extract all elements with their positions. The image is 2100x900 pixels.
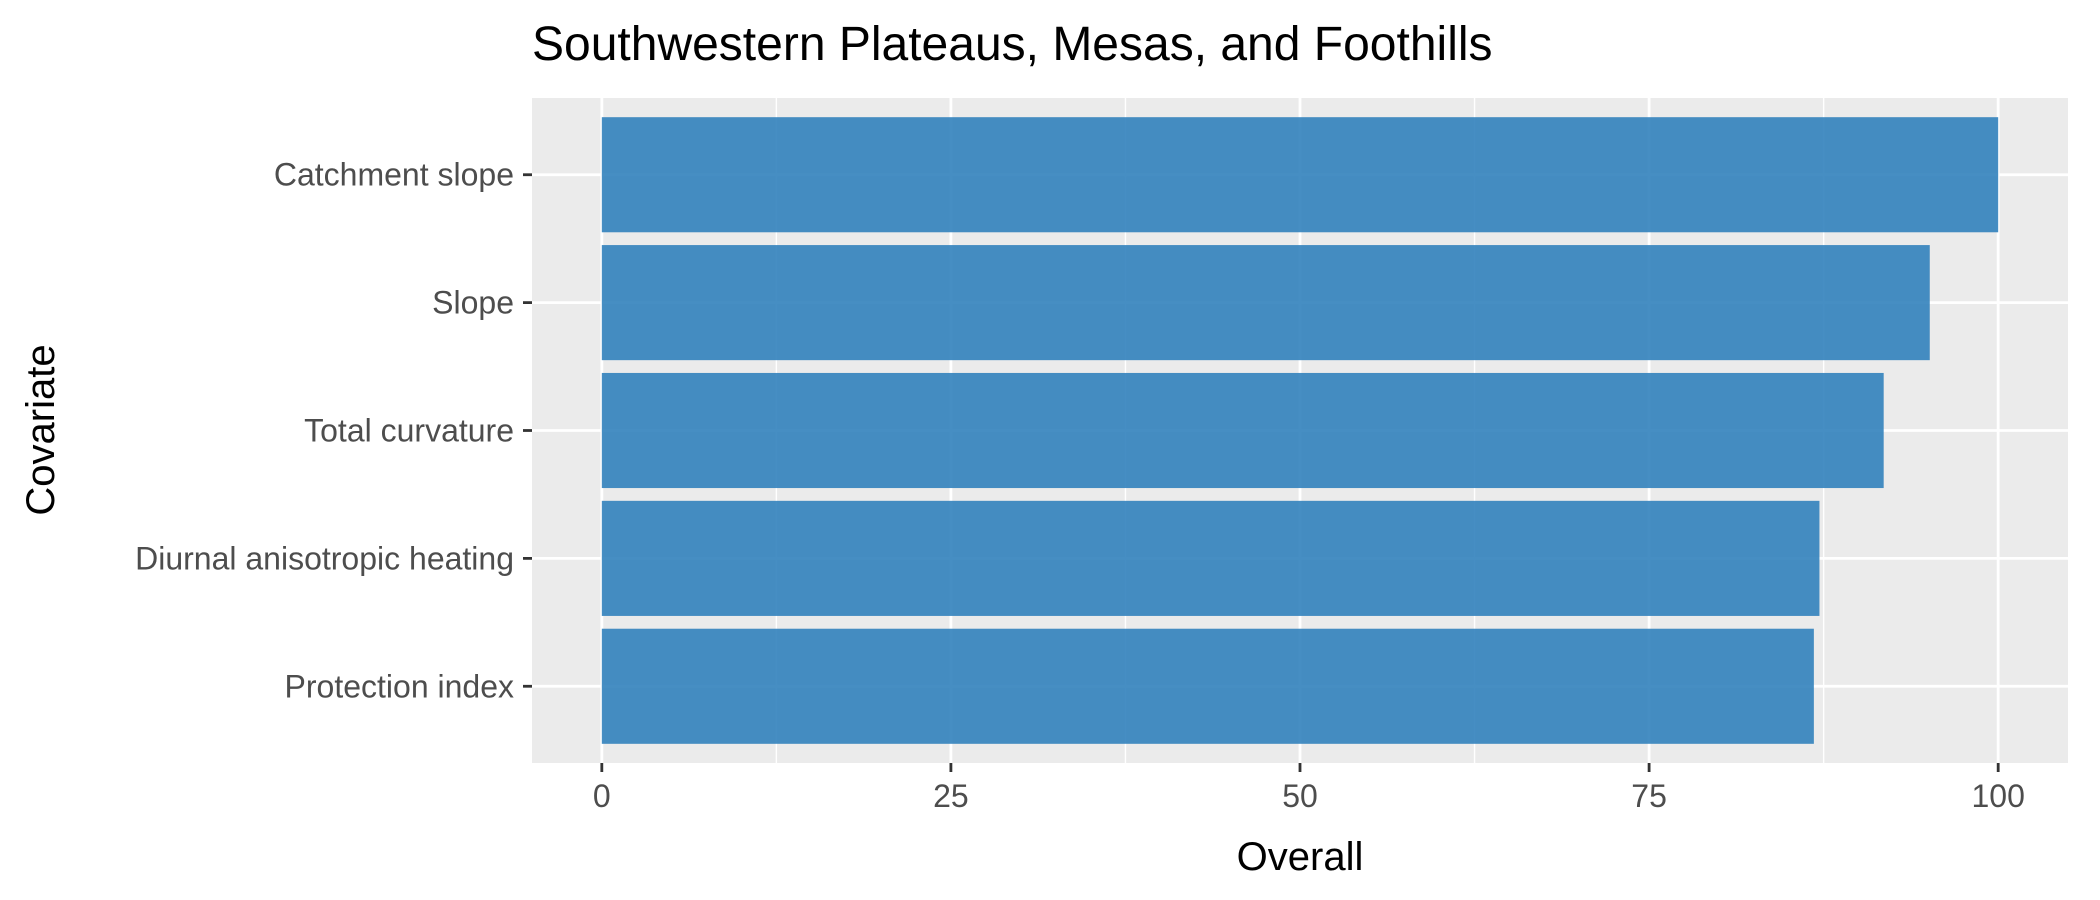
x-axis-title: Overall [1237,835,1364,879]
bar [601,372,1884,489]
y-tick-label: Catchment slope [274,157,514,193]
x-tick-label: 25 [933,778,969,814]
y-axis: Catchment slope Slope Total curvature Diurn… [135,157,532,704]
x-tick-label: 100 [1971,778,2024,814]
bars [601,117,1999,744]
y-tick-label: Protection index [285,668,514,704]
x-tick-label: 50 [1282,778,1318,814]
bar [601,500,1820,616]
y-tick-label: Slope [432,285,514,321]
y-axis-title: Covariate [19,344,63,515]
y-tick-label: Diurnal anisotropic heating [135,540,514,576]
bar [601,245,1930,361]
y-tick-label: Total curvature [304,413,514,449]
x-tick-label: 75 [1631,778,1667,814]
x-tick-label: 0 [593,778,611,814]
bar [601,117,1999,233]
chart-title: Southwestern Plateaus, Mesas, and Foothi… [532,18,1493,71]
x-axis: 0 25 50 75 100 [593,763,2025,814]
bar [601,628,1814,744]
